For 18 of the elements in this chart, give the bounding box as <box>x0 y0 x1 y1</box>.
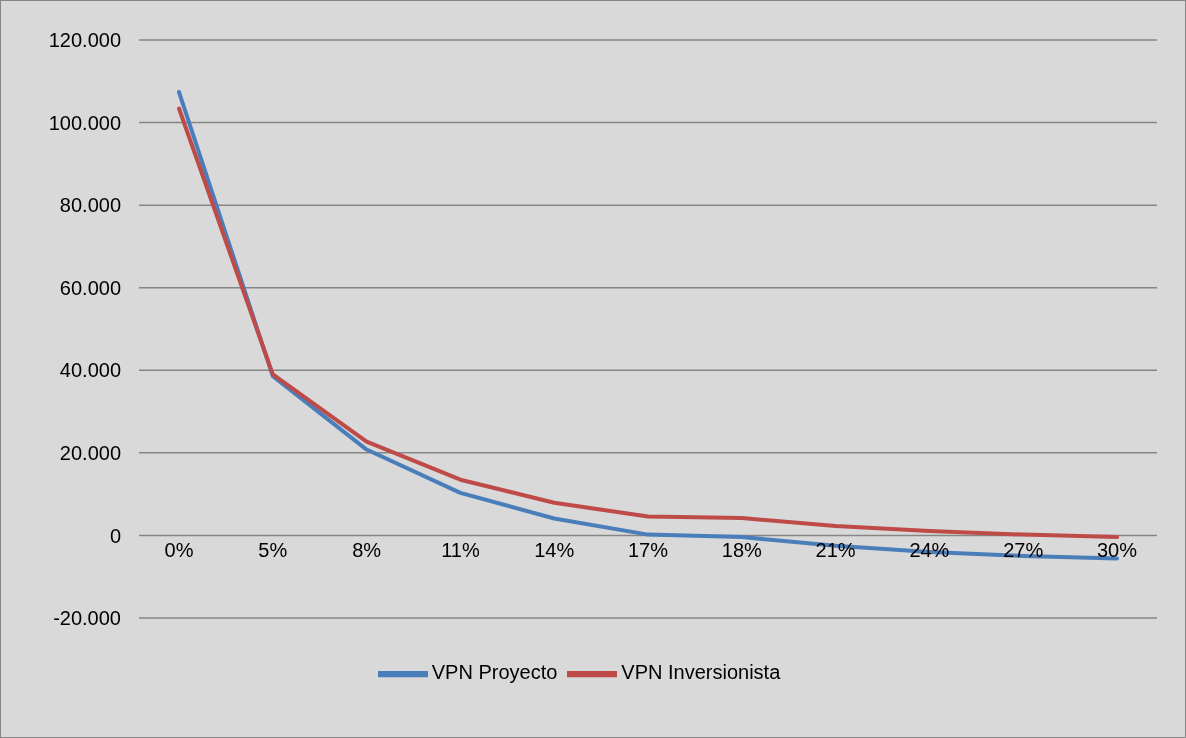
y-tick-label: -20.000 <box>53 607 121 630</box>
y-tick-label: 80.000 <box>59 194 121 217</box>
y-tick-label: 0 <box>109 524 121 547</box>
x-tick-label: 30% <box>1096 538 1138 561</box>
x-tick-label: 0% <box>164 538 194 561</box>
x-tick-label: 17% <box>627 538 669 561</box>
y-tick-label: 40.000 <box>59 359 121 382</box>
x-tick-label: 11% <box>441 538 480 561</box>
x-tick-label: 8% <box>352 538 382 561</box>
y-tick-label: 100.000 <box>48 111 121 134</box>
y-tick-label: 60.000 <box>59 276 121 299</box>
legend-label: VPN Inversionista <box>621 661 781 684</box>
x-tick-label: 5% <box>258 538 288 561</box>
legend-label: VPN Proyecto <box>431 661 558 684</box>
y-tick-label: 120.000 <box>48 29 121 52</box>
x-tick-label: 14% <box>534 538 575 561</box>
x-tick-label: 18% <box>721 538 763 561</box>
y-tick-label: 20.000 <box>59 441 121 464</box>
